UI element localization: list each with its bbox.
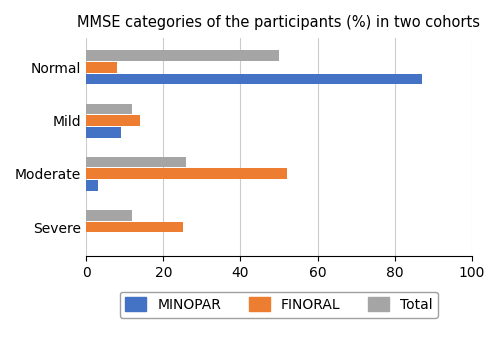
Bar bbox=[86, 157, 186, 168]
Bar bbox=[86, 127, 121, 138]
Bar bbox=[86, 210, 132, 221]
Legend: MINOPAR, FINORAL, Total: MINOPAR, FINORAL, Total bbox=[120, 292, 438, 317]
Bar bbox=[86, 50, 279, 61]
Bar bbox=[86, 103, 132, 114]
Title: MMSE categories of the participants (%) in two cohorts: MMSE categories of the participants (%) … bbox=[78, 15, 480, 30]
Bar bbox=[86, 115, 140, 126]
Bar bbox=[86, 168, 286, 179]
Bar bbox=[86, 222, 182, 233]
Bar bbox=[86, 62, 117, 73]
Bar bbox=[86, 180, 98, 191]
Bar bbox=[86, 74, 422, 84]
